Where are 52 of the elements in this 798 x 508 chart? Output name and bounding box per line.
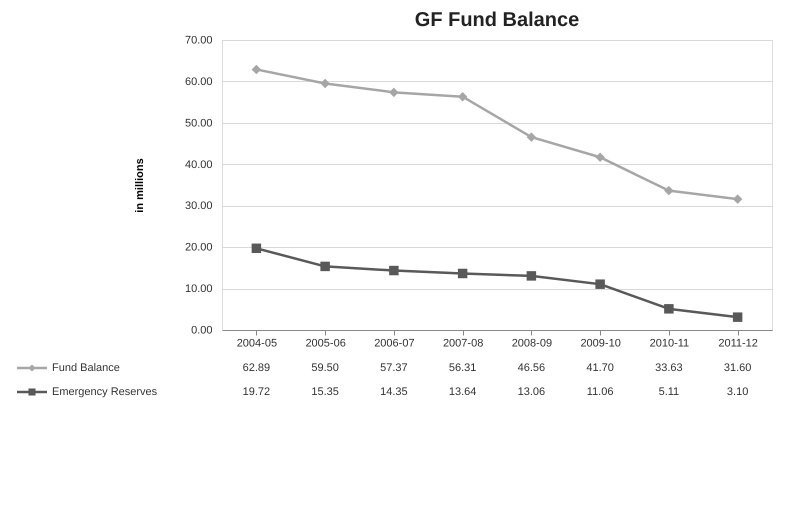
y-tick-label: 50.00 <box>184 117 212 130</box>
data-label: 56.31 <box>448 362 476 374</box>
legend-label: Fund Balance <box>52 362 120 374</box>
point <box>458 268 468 278</box>
y-tick-label: 20.00 <box>184 242 212 254</box>
data-label: 33.63 <box>655 362 683 374</box>
x-tick-label: 2010-11 <box>650 338 690 350</box>
y-axis-title: in millions <box>134 158 146 213</box>
data-label: 19.72 <box>242 386 270 398</box>
x-tick-label: 2008-09 <box>512 338 552 350</box>
point <box>320 78 330 88</box>
y-tick-label: 70.00 <box>184 34 212 46</box>
data-label: 11.06 <box>586 386 614 398</box>
y-tick-label: 0.00 <box>191 324 212 336</box>
point <box>732 194 742 204</box>
data-label: 41.70 <box>586 362 614 374</box>
point <box>595 279 605 289</box>
point <box>526 271 536 281</box>
x-tick-label: 2011-12 <box>718 338 758 350</box>
data-label: 14.35 <box>380 386 408 398</box>
x-tick-label: 2007-08 <box>442 338 484 350</box>
data-label: 46.56 <box>518 362 546 374</box>
data-label: 13.06 <box>518 386 546 398</box>
y-tick-label: 30.00 <box>184 200 212 212</box>
data-label: 57.37 <box>380 362 408 374</box>
point <box>389 88 399 98</box>
data-label: 3.10 <box>726 386 748 398</box>
point <box>458 92 468 102</box>
legend-label: Emergency Reserves <box>52 386 158 398</box>
point <box>526 132 536 142</box>
y-tick-label: 60.00 <box>184 76 212 88</box>
data-label: 13.64 <box>448 386 476 398</box>
point <box>252 64 262 74</box>
data-label: 31.60 <box>724 362 752 374</box>
point <box>252 244 262 254</box>
point <box>732 312 742 322</box>
chart-title: GF Fund Balance <box>414 9 580 31</box>
x-tick-label: 2009-10 <box>580 338 621 350</box>
y-tick-label: 40.00 <box>184 158 212 171</box>
point <box>664 186 674 196</box>
x-tick-label: 2006-07 <box>374 338 415 350</box>
point <box>664 304 674 314</box>
data-label: 15.35 <box>311 386 339 398</box>
y-tick-label: 10.00 <box>184 283 212 296</box>
x-tick-label: 2005-06 <box>305 338 346 350</box>
data-label: 62.89 <box>242 362 270 374</box>
data-label: 59.50 <box>311 362 339 374</box>
data-label: 5.11 <box>658 386 680 398</box>
x-tick-label: 2004-05 <box>236 338 278 350</box>
point <box>389 266 399 276</box>
point <box>320 262 330 272</box>
point <box>595 152 605 162</box>
